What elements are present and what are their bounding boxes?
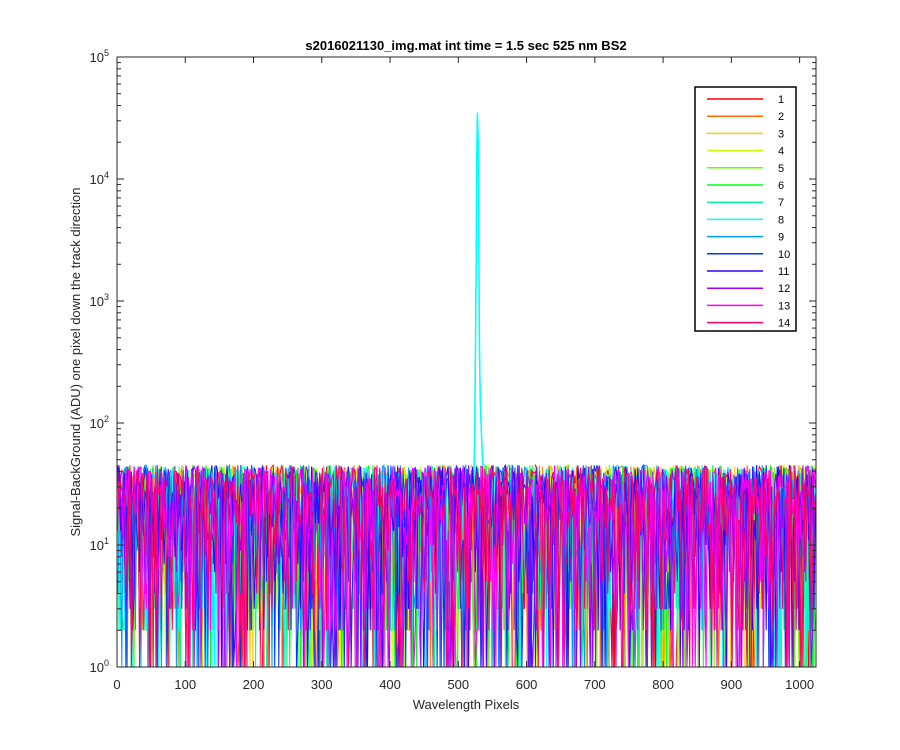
legend-label-7: 7: [778, 197, 784, 209]
x-tick-label: 100: [174, 677, 196, 692]
legend-label-2: 2: [778, 111, 784, 123]
x-tick-label: 600: [516, 677, 538, 692]
x-tick-label: 1000: [785, 677, 814, 692]
legend-label-11: 11: [778, 266, 789, 278]
x-tick-label: 0: [113, 677, 120, 692]
x-axis-label: Wavelength Pixels: [413, 697, 520, 712]
y-axis-label: Signal-BackGround (ADU) one pixel down t…: [68, 187, 83, 536]
series-group: [117, 112, 816, 668]
x-axis: 0 100 200 300 400 500 600 700 800 900 1000: [113, 57, 814, 692]
x-tick-label: 300: [311, 677, 333, 692]
legend-label-9: 9: [778, 232, 784, 244]
legend-label-8: 8: [778, 214, 784, 226]
series-11-line: [117, 463, 816, 668]
x-tick-label: 700: [584, 677, 606, 692]
y-tick-label: 105: [90, 48, 109, 65]
legend-box: [694, 86, 797, 332]
x-tick-label: 400: [379, 677, 401, 692]
legend-label-4: 4: [778, 146, 784, 158]
legend-label-13: 13: [778, 300, 790, 312]
x-tick-label: 200: [243, 677, 265, 692]
legend-label-14: 14: [778, 318, 790, 330]
axes-frame: [116, 56, 817, 668]
chart-title: s2016021130_img.mat int time = 1.5 sec 5…: [305, 38, 626, 53]
y-tick-label: 102: [90, 414, 109, 431]
series-14-line: [117, 464, 816, 668]
y-tick-label: 103: [90, 292, 109, 309]
x-tick-label: 500: [447, 677, 469, 692]
legend-label-1: 1: [778, 94, 784, 106]
y-tick-label: 104: [90, 170, 109, 187]
legend-label-6: 6: [778, 180, 784, 192]
y-tick-label: 101: [90, 536, 109, 553]
legend-label-3: 3: [778, 128, 784, 140]
y-tick-label: 100: [90, 658, 109, 675]
legend-label-12: 12: [778, 283, 790, 295]
x-tick-label: 800: [652, 677, 674, 692]
legend-label-10: 10: [778, 249, 790, 261]
x-tick-label: 900: [721, 677, 743, 692]
legend-label-5: 5: [778, 163, 784, 175]
